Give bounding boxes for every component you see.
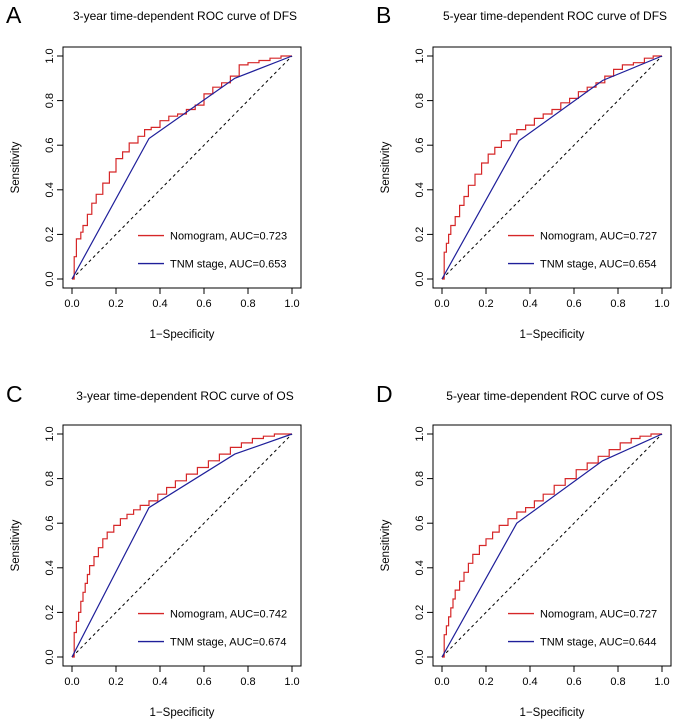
x-tick-label: 0.4	[152, 676, 167, 688]
y-tick-label: 1.0	[44, 48, 56, 63]
y-tick-label: 0.4	[414, 560, 426, 575]
y-tick-label: 0.6	[414, 138, 426, 153]
reference-diagonal-line	[441, 55, 663, 280]
roc-panel-c: C 3-year time-dependent ROC curve of OS 0.…	[6, 381, 302, 719]
y-axis-label: Sensitivity	[380, 519, 392, 571]
roc-panel-a: A 3-year time-dependent ROC curve of DFS 0…	[6, 2, 302, 341]
legend-label: TNM stage, AUC=0.644	[540, 637, 656, 649]
legend-label: TNM stage, AUC=0.653	[170, 259, 286, 271]
x-tick-label: 0.0	[434, 298, 449, 310]
roc-panel-b: B 5-year time-dependent ROC curve of DFS 0…	[376, 2, 672, 341]
panel-letter: A	[6, 2, 22, 28]
x-tick-label: 0.6	[196, 676, 211, 688]
plot-frame	[62, 424, 302, 667]
x-tick-label: 0.2	[478, 298, 493, 310]
x-tick-label: 1.0	[284, 298, 299, 310]
y-tick-label: 0.4	[414, 182, 426, 197]
y-tick-label: 1.0	[414, 48, 426, 63]
y-tick-label: 0.6	[44, 138, 56, 153]
x-tick-label: 0.0	[434, 676, 449, 688]
plot-frame	[62, 46, 302, 289]
y-tick-label: 0.0	[414, 271, 426, 286]
chart-title: 3-year time-dependent ROC curve of DFS	[73, 9, 297, 23]
tnm-stage-roc-line	[71, 55, 293, 280]
y-tick-label: 0.2	[44, 605, 56, 620]
x-axis-label: 1−Specificity	[520, 329, 585, 341]
y-tick-label: 0.8	[44, 93, 56, 108]
x-tick-label: 0.4	[522, 298, 537, 310]
x-tick-label: 0.2	[478, 676, 493, 688]
x-tick-label: 1.0	[654, 676, 669, 688]
x-axis-label: 1−Specificity	[150, 329, 215, 341]
x-tick-label: 0.2	[108, 298, 123, 310]
reference-diagonal-line	[71, 433, 293, 658]
reference-diagonal-line	[71, 55, 293, 280]
x-tick-label: 0.8	[240, 676, 255, 688]
x-tick-label: 0.8	[240, 298, 255, 310]
x-axis-label: 1−Specificity	[520, 707, 585, 719]
x-tick-label: 0.8	[610, 298, 625, 310]
y-tick-label: 0.0	[44, 649, 56, 664]
panel-letter: B	[376, 2, 391, 28]
x-tick-label: 1.0	[654, 298, 669, 310]
y-tick-label: 0.6	[414, 516, 426, 531]
legend-label: Nomogram, AUC=0.742	[170, 609, 287, 621]
y-tick-label: 1.0	[414, 426, 426, 441]
legend-label: Nomogram, AUC=0.727	[540, 231, 657, 243]
chart-title: 5-year time-dependent ROC curve of DFS	[443, 9, 667, 23]
legend-label: TNM stage, AUC=0.674	[170, 637, 286, 649]
tnm-stage-roc-line	[441, 433, 663, 658]
x-tick-label: 0.0	[64, 298, 79, 310]
x-tick-label: 0.4	[522, 676, 537, 688]
plot-frame	[432, 46, 672, 289]
x-tick-label: 1.0	[284, 676, 299, 688]
tnm-stage-roc-line	[71, 433, 293, 658]
y-tick-label: 0.8	[414, 93, 426, 108]
y-tick-label: 0.0	[414, 649, 426, 664]
y-axis-label: Sensitivity	[10, 141, 22, 193]
x-tick-label: 0.2	[108, 676, 123, 688]
nomogram-roc-line	[442, 55, 662, 280]
y-axis-label: Sensitivity	[380, 141, 392, 193]
x-axis-label: 1−Specificity	[150, 707, 215, 719]
reference-diagonal-line	[441, 433, 663, 658]
legend-label: Nomogram, AUC=0.723	[170, 231, 287, 243]
roc-panel-d: D 5-year time-dependent ROC curve of OS 0.…	[376, 381, 672, 719]
x-tick-label: 0.6	[196, 298, 211, 310]
tnm-stage-roc-line	[441, 55, 663, 280]
y-tick-label: 0.2	[44, 227, 56, 242]
x-tick-label: 0.0	[64, 676, 79, 688]
y-tick-label: 0.4	[44, 182, 56, 197]
y-axis-label: Sensitivity	[10, 519, 22, 571]
y-tick-label: 0.8	[414, 471, 426, 486]
y-tick-label: 0.2	[414, 227, 426, 242]
nomogram-roc-line	[442, 433, 662, 658]
y-tick-label: 0.0	[44, 271, 56, 286]
nomogram-roc-line	[72, 433, 292, 658]
y-tick-label: 0.8	[44, 471, 56, 486]
y-tick-label: 0.2	[414, 605, 426, 620]
legend-label: Nomogram, AUC=0.727	[540, 609, 657, 621]
panel-letter: C	[6, 381, 23, 407]
legend-label: TNM stage, AUC=0.654	[540, 259, 656, 271]
y-tick-label: 0.6	[44, 516, 56, 531]
x-tick-label: 0.8	[610, 676, 625, 688]
y-tick-label: 1.0	[44, 426, 56, 441]
chart-title: 5-year time-dependent ROC curve of OS	[446, 389, 663, 403]
x-tick-label: 0.6	[566, 676, 581, 688]
plot-frame	[432, 424, 672, 667]
x-tick-label: 0.6	[566, 298, 581, 310]
x-tick-label: 0.4	[152, 298, 167, 310]
nomogram-roc-line	[72, 55, 292, 280]
chart-title: 3-year time-dependent ROC curve of OS	[76, 389, 293, 403]
panel-letter: D	[376, 381, 393, 407]
y-tick-label: 0.4	[44, 560, 56, 575]
